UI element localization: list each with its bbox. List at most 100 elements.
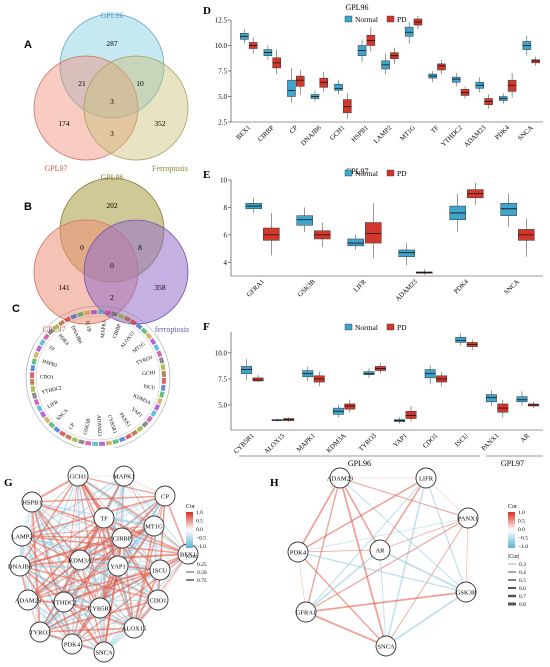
chromosome-band bbox=[39, 338, 46, 346]
chromosome-band bbox=[33, 351, 40, 359]
venn-a-count-top-right: 10 bbox=[136, 79, 144, 88]
legend-label-pd: PD bbox=[397, 15, 407, 24]
edge bbox=[123, 475, 189, 555]
network-g: G GCH1 MAPK1 HSPB1 CP LAMP2 TF CIRBP MT1G DNAJB6 K… bbox=[4, 465, 207, 663]
chromosome-band bbox=[150, 410, 157, 418]
chromosome-band bbox=[83, 310, 91, 316]
node-circle bbox=[123, 617, 145, 639]
box-pd-gch1 bbox=[343, 99, 352, 114]
plot-title: GPL97 bbox=[345, 167, 368, 176]
node-label: CIRBP bbox=[113, 535, 132, 542]
node-label: PANX1 bbox=[458, 515, 478, 522]
edge bbox=[305, 549, 381, 613]
node-circle bbox=[457, 507, 479, 529]
edge bbox=[63, 601, 105, 653]
x-tick-label: ADAM23 bbox=[394, 278, 419, 303]
node-panx1: PANX1 bbox=[457, 507, 479, 529]
edge bbox=[71, 627, 135, 645]
y-tick-label: 10.0 bbox=[215, 349, 228, 357]
chromosome-band bbox=[160, 384, 166, 391]
edge bbox=[27, 565, 119, 601]
chromosome-band bbox=[78, 439, 85, 445]
node-label: MAPK1 bbox=[113, 473, 135, 480]
edge bbox=[19, 517, 105, 567]
venn-b-label-top: GPL96 bbox=[100, 173, 123, 182]
x-tick-label: HSPB1 bbox=[350, 124, 369, 143]
chromosome-band bbox=[158, 356, 165, 364]
gene-label-pdk4: PDK4 bbox=[57, 333, 70, 347]
node-yap1: YAP1 bbox=[107, 555, 129, 577]
node-hspb1: HSPB1 bbox=[21, 491, 43, 513]
panel-letter-g: G bbox=[4, 477, 13, 489]
node-circle bbox=[295, 601, 317, 623]
node-label: MT1G bbox=[145, 523, 163, 530]
edge bbox=[19, 565, 161, 571]
node-circle bbox=[111, 527, 133, 549]
legend-cor-tick: 0.0 bbox=[196, 527, 203, 533]
panel-letter-a: A bbox=[24, 39, 32, 51]
node-label: SNCA bbox=[95, 649, 113, 656]
box-normal-ar bbox=[516, 396, 528, 403]
node-label: CYB5R1 bbox=[88, 605, 112, 612]
chromosome-band bbox=[149, 338, 157, 346]
edge bbox=[379, 477, 427, 551]
box-pd-snca bbox=[531, 59, 540, 64]
gene-label-panx1: PANX1 bbox=[118, 412, 132, 429]
edge bbox=[39, 627, 135, 633]
edge bbox=[39, 565, 119, 633]
node-circle bbox=[93, 641, 115, 663]
chromosome-band bbox=[30, 379, 35, 386]
chromosome-band bbox=[64, 316, 71, 323]
node-ythdc2: YTHDC2 bbox=[51, 591, 77, 613]
edge bbox=[305, 477, 341, 613]
chromosome-ring bbox=[25, 305, 171, 448]
node-label: GFRA1 bbox=[296, 609, 317, 616]
chromosome-band bbox=[35, 345, 43, 352]
node-gfra1: GFRA1 bbox=[295, 601, 317, 623]
gene-label-iscu: ISCU bbox=[143, 384, 156, 392]
edge bbox=[27, 599, 105, 653]
chromosome-band bbox=[71, 436, 79, 443]
venn-a-count-top: 287 bbox=[106, 39, 118, 48]
node-adam23: ADAM23 bbox=[327, 467, 353, 489]
edge bbox=[21, 535, 101, 609]
box-normal-lifr bbox=[347, 238, 364, 247]
venn-a-count-left: 174 bbox=[58, 119, 70, 128]
y-tick-label: 10.0 bbox=[215, 42, 228, 50]
node-circle bbox=[93, 507, 115, 529]
edge bbox=[305, 517, 469, 613]
venn-a-label-left: GPL97 bbox=[44, 164, 67, 173]
chromosome-band bbox=[36, 405, 43, 412]
legend-abs-tick: 0.3 bbox=[519, 562, 526, 568]
chromosome-band bbox=[124, 315, 131, 323]
x-tick-label: LAMP2 bbox=[373, 124, 394, 145]
x-tick-label: SNCA bbox=[503, 278, 521, 296]
y-tick-label: 7.5 bbox=[218, 375, 227, 383]
node-cdo1: CDO1 bbox=[147, 589, 169, 611]
node-circle bbox=[287, 541, 309, 563]
node-label: LIFR bbox=[419, 475, 434, 482]
x-tick-label: AR bbox=[519, 432, 531, 444]
gene-label-cirbp: CIRBP bbox=[112, 323, 123, 339]
venn-b-count-right: 358 bbox=[154, 283, 166, 292]
x-tick-label: GSK3B bbox=[297, 278, 318, 299]
edge bbox=[39, 525, 155, 633]
legend-swatch-pd bbox=[386, 169, 395, 177]
chromosome-band bbox=[33, 398, 40, 406]
node-label: ADAM23 bbox=[327, 475, 353, 482]
edge bbox=[19, 475, 125, 567]
edge bbox=[465, 517, 469, 593]
node-label: LAMP2 bbox=[11, 533, 32, 540]
panel-letter-e: E bbox=[203, 169, 210, 181]
chromosome-band bbox=[30, 372, 35, 378]
x-tick-label: BEX1 bbox=[235, 124, 252, 141]
venn-b-count-all: 0 bbox=[110, 261, 114, 270]
box-normal-cp bbox=[287, 79, 296, 97]
venn-a-label-right: Ferroptosis bbox=[152, 164, 188, 173]
node-ar: AR bbox=[369, 539, 391, 561]
chromosome-band bbox=[130, 429, 138, 437]
node-label: ISCU bbox=[153, 567, 168, 574]
group-label-gpl96: GPL96 bbox=[348, 459, 371, 468]
box-normal-tyro3 bbox=[363, 371, 375, 375]
